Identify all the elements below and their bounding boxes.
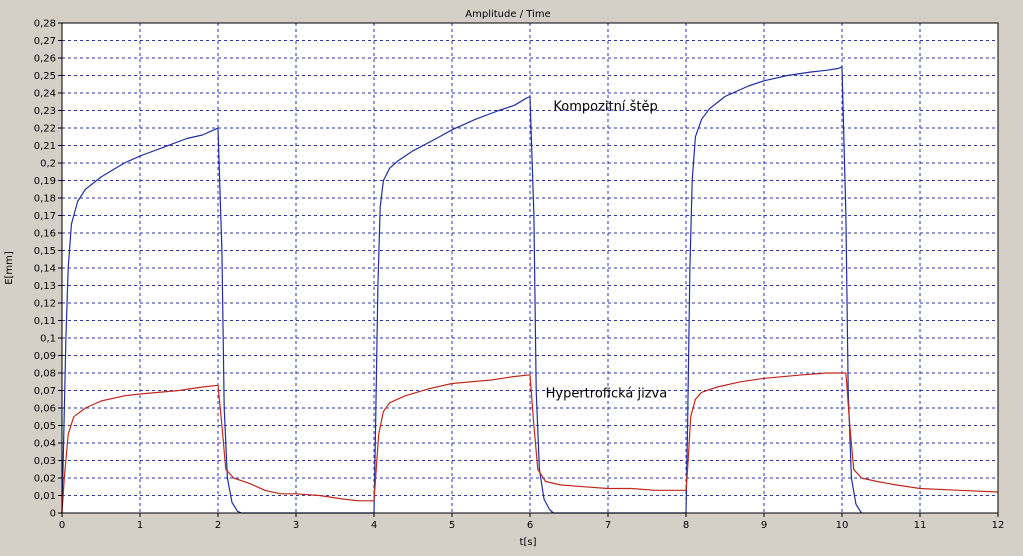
y-tick-label-10: 0,1 [40,334,56,345]
y-tick-label-22: 0,22 [34,124,56,135]
y-tick-label-3: 0,03 [34,456,56,467]
x-axis-ticks: 0 1 2 3 4 5 6 7 8 9 10 11 12 [59,513,1005,531]
y-tick-label-11: 0,11 [34,316,56,327]
y-tick-label-0: 0 [50,509,56,520]
x-tick-label-5: 5 [449,520,455,531]
series-line-1 [61,372,999,514]
y-tick-label-5: 0,05 [34,421,56,432]
y-tick-label-18: 0,18 [34,194,56,205]
y-tick-label-9: 0,09 [34,351,56,362]
x-tick-label-12: 12 [992,520,1005,531]
y-tick-label-16: 0,16 [34,229,56,240]
x-axis-label: t[s] [520,537,537,548]
x-tick-label-9: 9 [761,520,767,531]
y-tick-label-21: 0,21 [34,141,56,152]
y-tick-label-14: 0,14 [34,264,56,275]
y-tick-label-8: 0,08 [34,369,56,380]
x-tick-label-11: 11 [914,520,927,531]
x-tick-label-1: 1 [137,520,143,531]
y-tick-label-15: 0,15 [34,246,56,257]
y-tick-label-1: 0,01 [34,491,56,502]
y-tick-label-26: 0,26 [34,54,56,65]
annotations: Kompozitní štěp Hypertrofická jizva [546,100,668,402]
series-line-0 [61,66,863,514]
annotation-label-0: Kompozitní štěp [553,100,657,115]
y-tick-label-25: 0,25 [34,71,56,82]
y-tick-label-28: 0,28 [34,19,56,30]
y-tick-label-20: 0,2 [40,159,56,170]
chart-title: Amplitude / Time [465,9,550,20]
y-tick-label-24: 0,24 [34,89,56,100]
x-tick-label-7: 7 [605,520,611,531]
y-axis-ticks: 0 0,01 0,02 0,03 0,04 0,05 0,06 0,07 0,08 0,09 0,1… [34,19,62,520]
x-tick-label-0: 0 [59,520,65,531]
x-tick-label-8: 8 [683,520,689,531]
x-tick-label-2: 2 [215,520,221,531]
x-tick-label-10: 10 [836,520,849,531]
y-tick-label-6: 0,06 [34,404,56,415]
annotation-label-1: Hypertrofická jizva [546,387,668,402]
x-tick-label-3: 3 [293,520,299,531]
y-tick-label-27: 0,27 [34,36,56,47]
y-tick-label-17: 0,17 [34,211,56,222]
x-tick-label-6: 6 [527,520,533,531]
y-tick-label-7: 0,07 [34,386,56,397]
series-layer [61,66,999,514]
y-tick-label-2: 0,02 [34,474,56,485]
y-axis-label: E[mm] [4,251,15,285]
y-tick-label-19: 0,19 [34,176,56,187]
y-tick-label-4: 0,04 [34,439,56,450]
y-tick-label-13: 0,13 [34,281,56,292]
x-tick-label-4: 4 [371,520,377,531]
y-tick-label-23: 0,23 [34,106,56,117]
y-tick-label-12: 0,12 [34,299,56,310]
